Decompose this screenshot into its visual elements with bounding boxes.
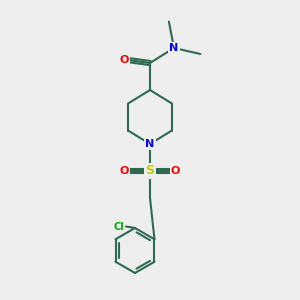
Text: N: N <box>146 139 154 149</box>
Text: O: O <box>120 55 129 65</box>
Text: N: N <box>169 43 178 53</box>
Text: Cl: Cl <box>113 221 124 232</box>
Text: S: S <box>146 164 154 178</box>
Text: O: O <box>120 166 129 176</box>
Text: O: O <box>171 166 180 176</box>
